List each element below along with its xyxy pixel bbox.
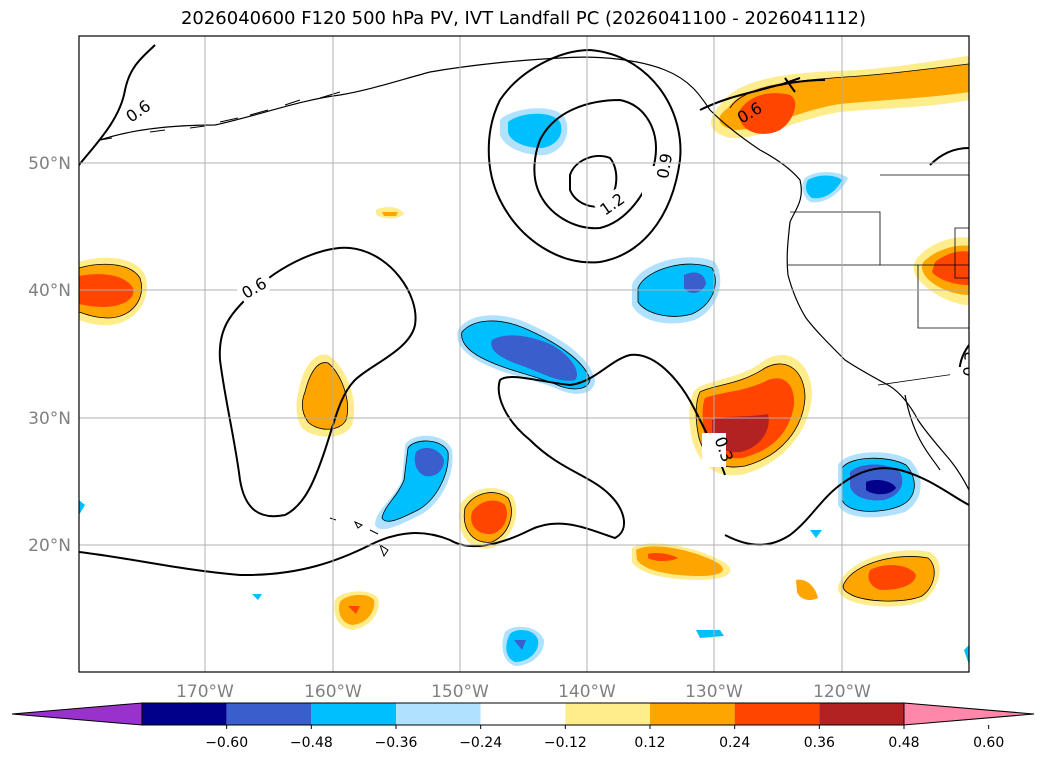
lat-label-30n: 30°N <box>28 409 71 429</box>
coastlines <box>99 56 969 491</box>
lon-label-170w: 170°W <box>176 682 234 702</box>
colorbar-segment <box>142 703 227 725</box>
colorbar-tick-label: −0.12 <box>544 735 587 751</box>
anomaly-blob-145w-13n <box>502 626 545 666</box>
contour-ne-edge <box>929 147 969 166</box>
anomaly-blob-west-40n <box>79 257 147 326</box>
colorbar: −0.60 −0.48 −0.36 −0.24 −0.12 0.12 0.24 0.36 0.4… <box>11 702 1035 751</box>
colorbar-segment <box>396 703 481 725</box>
colorbar-segment <box>226 703 312 725</box>
colorbar-tick-label: −0.36 <box>375 735 418 751</box>
anomaly-blob-118w-25n <box>838 452 921 518</box>
lat-label-50n: 50°N <box>28 154 71 174</box>
colorbar-segment <box>650 703 735 725</box>
colorbar-segment <box>311 703 396 725</box>
lon-label-120w: 120°W <box>813 682 871 702</box>
contour-label-6: 0.3 <box>960 350 981 377</box>
colorbar-segment <box>734 703 820 725</box>
anomaly-blob-147w-36n <box>457 315 595 394</box>
contour-03-east <box>724 467 969 546</box>
lon-label-140w: 140°W <box>558 682 616 702</box>
lon-label-130w: 130°W <box>685 682 743 702</box>
anomaly-blob-small-2-core <box>382 212 398 216</box>
lon-axis-labels: 170°W 160°W 150°W 140°W 130°W 120°W <box>176 682 871 702</box>
anomaly-blob-157w-25n <box>375 435 453 530</box>
anomaly-blob-small-3 <box>796 579 818 600</box>
anomaly-blob-small-1-peak <box>348 606 360 614</box>
lon-label-150w: 150°W <box>431 682 489 702</box>
colorbar-tick-label: 0.12 <box>634 735 665 751</box>
contour-label-4: 0.9 <box>653 152 676 180</box>
colorbar-extend-low <box>11 702 143 726</box>
anomaly-blob-gulf-of-alaska <box>710 56 969 139</box>
contour-inner-09 <box>533 98 657 230</box>
colorbar-border <box>141 702 905 726</box>
colorbar-segment <box>565 703 650 725</box>
contour-06-nw <box>79 44 156 166</box>
map-border <box>78 35 970 673</box>
colorbar-segment <box>819 703 904 725</box>
lon-label-160w: 160°W <box>304 682 362 702</box>
lat-label-40n: 40°N <box>28 281 71 301</box>
grid-lines <box>79 36 969 672</box>
lat-label-20n: 20°N <box>28 536 71 556</box>
lat-axis-labels: 50°N 40°N 30°N 20°N <box>28 154 71 556</box>
anomaly-blob-117w-17n <box>837 550 940 607</box>
anomaly-blob-small-negatives <box>79 172 969 665</box>
map-title: 2026040600 F120 500 hPa PV, IVT Landfall… <box>180 8 867 29</box>
colorbar-tick-label: 0.48 <box>888 735 919 751</box>
state-borders <box>788 174 969 386</box>
anomaly-blob-133w-18n <box>632 543 731 580</box>
colorbar-segment <box>480 703 566 725</box>
contour-09 <box>487 48 682 264</box>
anomaly-blob-143w-52n <box>500 108 568 156</box>
colorbar-tick-label: 0.60 <box>973 735 1004 751</box>
colorbar-tick-label: −0.60 <box>205 735 248 751</box>
pv-contours <box>79 44 969 577</box>
contour-06-160w <box>218 246 417 518</box>
colorbar-tick-label: −0.48 <box>290 735 333 751</box>
colorbar-extend-high <box>903 702 1035 726</box>
contour-03-south <box>79 353 726 577</box>
colorbar-tick-label: 0.36 <box>804 735 835 751</box>
anomaly-blob-146w-22n <box>459 487 517 549</box>
colorbar-tick-label: −0.24 <box>459 735 502 751</box>
aleutian-islands <box>99 91 341 141</box>
colorbar-tick-label: 0.24 <box>719 735 750 751</box>
